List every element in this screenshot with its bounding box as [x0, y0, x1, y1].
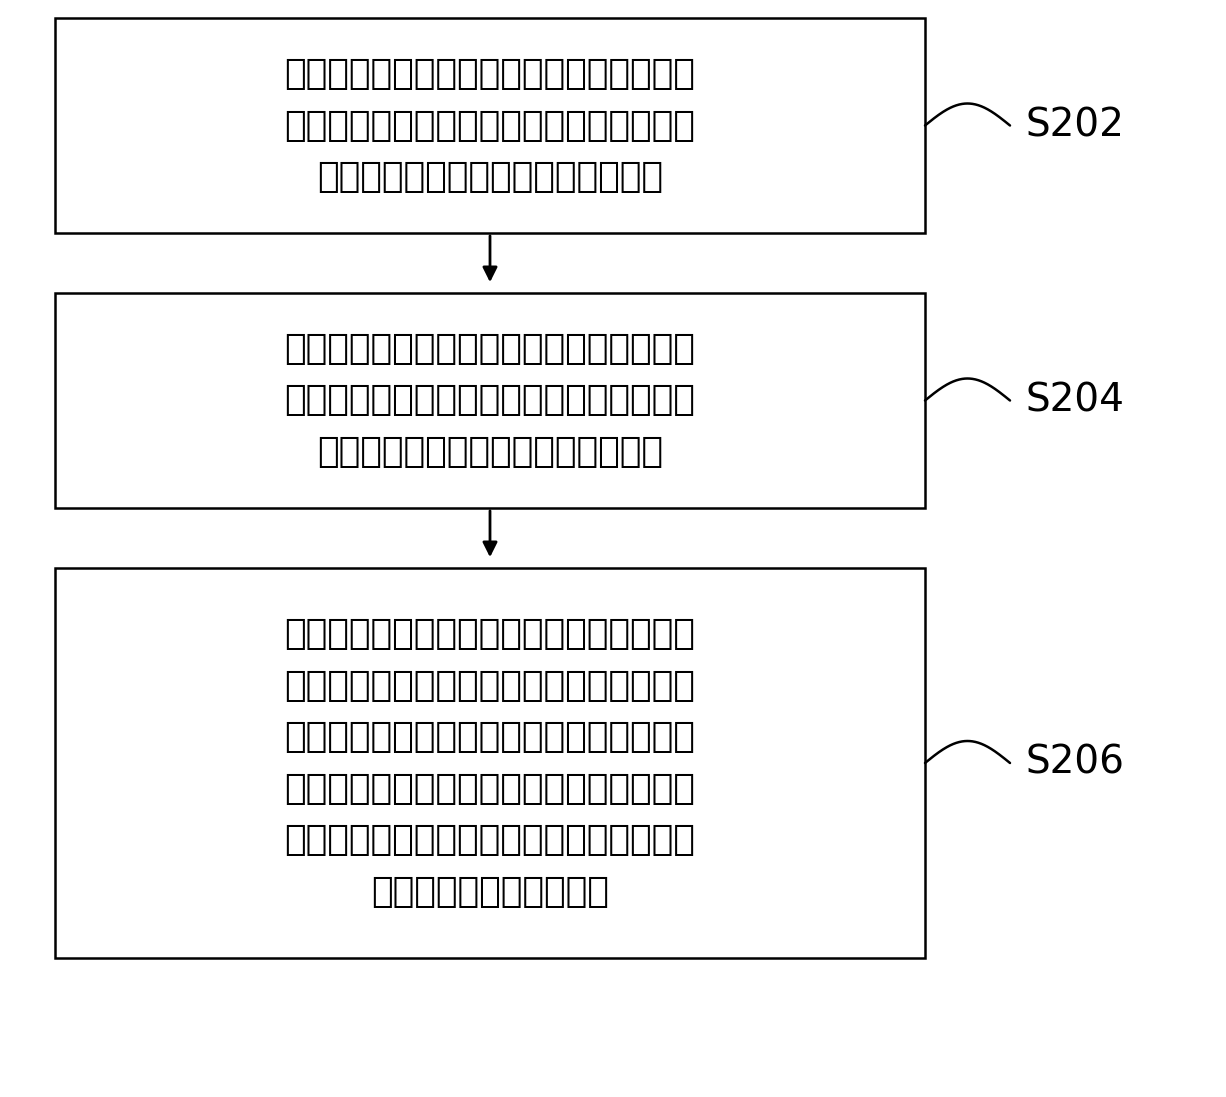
- Text: 依据第一空间矢量和第一目标采样点，确定
上述第一空间矢量对应的第一非零基本矢量
作用时间是否小于最小矢量作用时间: 依据第一空间矢量和第一目标采样点，确定 上述第一空间矢量对应的第一非零基本矢量 …: [284, 57, 695, 194]
- Text: 依据第二空间矢量和第二目标采样点，确定
上述第二空间矢量对应的第二非零基本矢量
作用时间是否小于最小矢量作用时间: 依据第二空间矢量和第二目标采样点，确定 上述第二空间矢量对应的第二非零基本矢量 …: [284, 332, 695, 470]
- Text: S206: S206: [1025, 744, 1124, 782]
- Text: 在确定上述第一非零基本矢量作用时间小于
上述最小矢量作用时间的情况下，确定对上
述第一目标采样点进行平移处理，或在确定
上述第二非零基本矢量作用时间小于上述最
: 在确定上述第一非零基本矢量作用时间小于 上述最小矢量作用时间的情况下，确定对上 …: [284, 618, 695, 909]
- Bar: [55, 568, 924, 958]
- Text: S202: S202: [1025, 106, 1124, 145]
- Bar: [55, 18, 924, 233]
- Bar: [55, 293, 924, 508]
- Text: S204: S204: [1025, 382, 1124, 419]
